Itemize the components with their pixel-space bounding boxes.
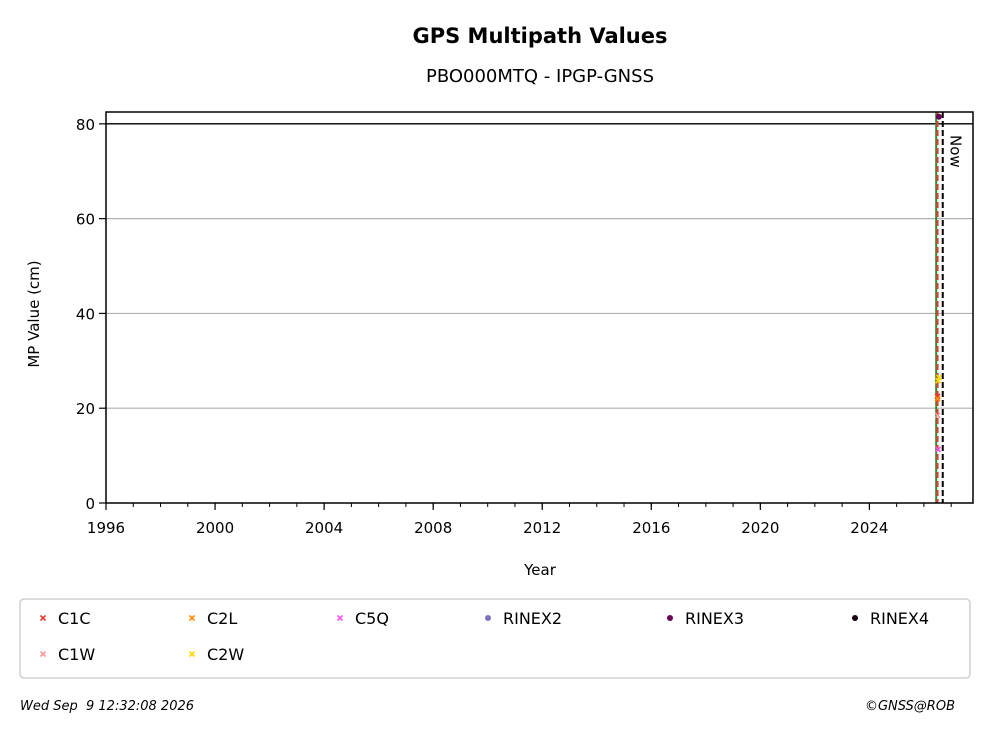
legend-c2l-marker-b [188,614,196,622]
now-label: Now [947,135,965,168]
legend-rinex3-marker [667,615,673,621]
point-c5q-0-b [935,446,942,453]
legend-rinex4-label: RINEX4 [870,609,929,628]
point-c1w-0-b [934,412,941,419]
y-axis-label: MP Value (cm) [25,260,43,367]
legend-c5q-marker [336,614,344,622]
x-tick-label-2: 2004 [305,519,343,537]
legend-c5q-label: C5Q [355,609,389,628]
legend-c2l-label: C2L [207,609,237,628]
legend-c2w-marker [188,650,196,658]
y-tick-label-3: 60 [76,211,95,229]
legend-c1w-marker [39,650,47,658]
legend-rinex2-label: RINEX2 [503,609,562,628]
point-rinex3-0 [935,113,942,120]
legend-rinex4-marker [852,615,858,621]
point-c2w-1-b [935,374,942,381]
x-tick-label-6: 2020 [741,519,779,537]
x-tick-label-4: 2012 [523,519,561,537]
y-tick-label-0: 0 [85,495,95,513]
legend-rinex2-marker [485,615,491,621]
point-c2w-1 [935,374,942,381]
legend: C1C C2L C5Q RINEX2 RINEX3 RINEX4 C1W C2W [39,609,929,664]
plot-frame [105,111,974,504]
legend-c2w-label: C2W [207,645,244,664]
footer-copyright: ©GNSS@ROB [865,699,955,714]
legend-c1w-marker-b [39,650,47,658]
footer-timestamp: Wed Sep 9 12:32:08 2026 [20,699,194,714]
legend-c2l-marker [188,614,196,622]
legend-box [19,598,971,679]
y-tick-label-1: 20 [76,400,95,418]
point-c2l-0 [934,395,941,402]
legend-c1c-marker [39,614,47,622]
legend-c5q-marker-b [336,614,344,622]
legend-rinex3-label: RINEX3 [685,609,744,628]
legend-c1c-label: C1C [58,609,91,628]
plot-area: Now 1996 2000 2004 2008 2012 2016 2020 2024 0 20 40… [76,111,974,537]
point-c2l-0-b [934,395,941,402]
x-tick-label-5: 2016 [632,519,670,537]
x-tick-label-0: 1996 [87,519,125,537]
y-tick-label-2: 40 [76,305,95,323]
x-axis-label: Year [523,561,557,579]
legend-c1w-label: C1W [58,645,95,664]
x-tick-label-3: 2008 [414,519,452,537]
legend-c1c-marker-b [39,614,47,622]
y-tick-label-4: 80 [76,116,95,134]
chart-subtitle: PBO000MTQ - IPGP-GNSS [426,66,654,87]
point-c5q-0 [935,446,942,453]
legend-c2w-marker-b [188,650,196,658]
x-tick-label-1: 2000 [196,519,234,537]
point-c1w-0 [934,412,941,419]
chart-title: GPS Multipath Values [412,24,667,48]
x-tick-label-7: 2024 [850,519,888,537]
